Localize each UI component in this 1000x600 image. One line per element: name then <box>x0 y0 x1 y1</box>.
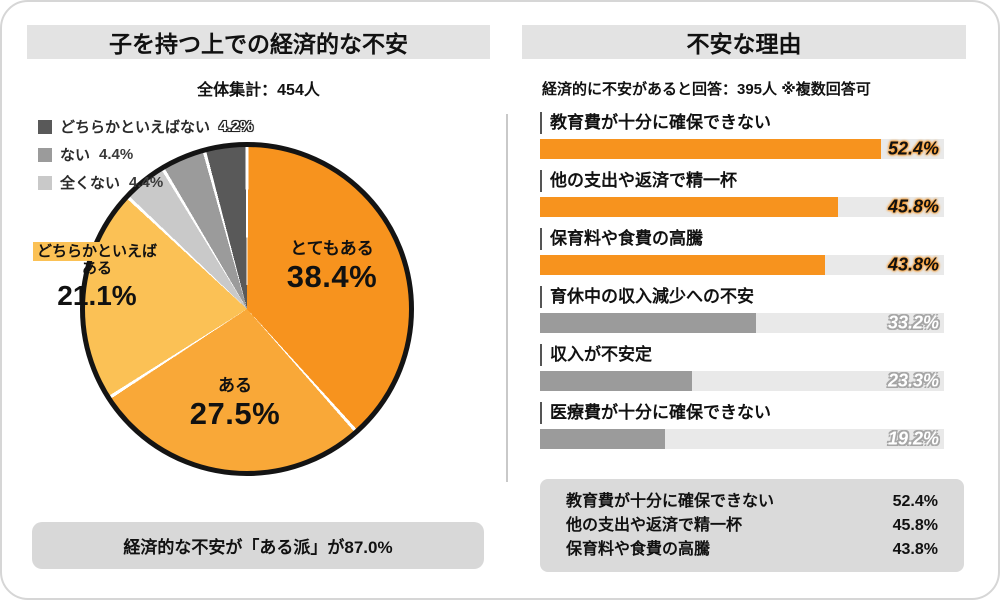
legend-swatch-mid <box>38 147 52 162</box>
pie-slice-name: とてもある <box>290 239 374 258</box>
pie-slice-name: ある <box>218 376 252 395</box>
pie-legend: どちらかといえばない 4.2% ない 4.4% 全くない 4.4% <box>38 116 253 200</box>
pie-label-dochira-aru: どちらかといえば ある 21.1% <box>7 242 187 312</box>
bar-label: 他の支出や返済で精一杯 <box>540 170 944 192</box>
bar-fill <box>540 429 666 449</box>
summary-row: 保育料や食費の高騰 43.8% <box>566 538 938 562</box>
right-title-text: 不安な理由 <box>686 31 802 57</box>
summary-label: 他の支出や返済で精一杯 <box>566 517 743 534</box>
pie-slice-value: 21.1% <box>57 279 137 311</box>
bar-fill <box>540 313 757 333</box>
bar-fill <box>540 197 839 217</box>
legend-value: 4.2% <box>219 118 254 135</box>
legend-label: どちらかといえばない <box>60 119 211 136</box>
bar-row: 育休中の収入減少への不安 33.2% <box>540 286 944 333</box>
bar-value: 33.2% <box>887 312 939 333</box>
legend-swatch-light <box>38 175 52 190</box>
legend-value: 4.4% <box>99 146 134 163</box>
panel-divider <box>506 114 508 482</box>
bar-fill <box>540 139 882 159</box>
pie-slice-name-line1: どちらかといえば <box>32 242 161 261</box>
left-summary-box: 経済的な不安が「ある派」が87.0% <box>32 522 484 569</box>
summary-value: 52.4% <box>892 493 938 510</box>
bar-track: 43.8% <box>540 255 944 275</box>
legend-item: どちらかといえばない 4.2% <box>38 116 253 137</box>
left-summary-text: 経済的な不安が「ある派」が87.0% <box>123 538 393 557</box>
legend-value: 4.4% <box>129 174 164 191</box>
summary-value: 45.8% <box>892 517 938 534</box>
bar-fill <box>540 255 826 275</box>
bar-track: 19.2% <box>540 429 944 449</box>
bar-label: 育休中の収入減少への不安 <box>540 286 944 308</box>
legend-item: 全くない 4.4% <box>38 172 253 193</box>
bar-row: 収入が不安定 23.3% <box>540 344 944 391</box>
summary-label: 教育費が十分に確保できない <box>566 493 775 510</box>
bar-row: 医療費が十分に確保できない 19.2% <box>540 402 944 449</box>
summary-value: 43.8% <box>892 541 938 558</box>
bar-label: 保育料や食費の高騰 <box>540 228 944 250</box>
summary-label: 保育料や食費の高騰 <box>566 541 711 558</box>
bar-row: 他の支出や返済で精一杯 45.8% <box>540 170 944 217</box>
bar-value: 45.8% <box>887 196 939 217</box>
bar-value: 43.8% <box>887 254 939 275</box>
bar-label: 収入が不安定 <box>540 344 944 366</box>
bar-track: 45.8% <box>540 197 944 217</box>
legend-label: ない <box>60 147 91 164</box>
bar-fill <box>540 371 692 391</box>
pie-slice-value: 27.5% <box>189 395 281 431</box>
legend-label: 全くない <box>60 175 121 192</box>
legend-item: ない 4.4% <box>38 144 253 165</box>
summary-row: 教育費が十分に確保できない 52.4% <box>566 490 938 514</box>
bar-track: 52.4% <box>540 139 944 159</box>
bar-track: 23.3% <box>540 371 944 391</box>
bar-row: 保育料や食費の高騰 43.8% <box>540 228 944 275</box>
bar-chart: 教育費が十分に確保できない 52.4% 他の支出や返済で精一杯 45.8% 保育… <box>540 112 944 460</box>
legend-swatch-dark <box>38 119 52 134</box>
bar-label: 教育費が十分に確保できない <box>540 112 944 134</box>
pie-slice-name-line2: ある <box>81 260 112 278</box>
summary-row: 他の支出や返済で精一杯 45.8% <box>566 514 938 538</box>
pie-label-totemo-aru: とてもある 38.4% <box>257 239 407 294</box>
pie-label-aru: ある 27.5% <box>165 376 305 431</box>
bar-value: 19.2% <box>887 428 939 449</box>
left-panel-title: 子を持つ上での経済的な不安 <box>27 25 490 59</box>
bar-value: 23.3% <box>887 370 939 391</box>
bar-label: 医療費が十分に確保できない <box>540 402 944 424</box>
pie-slice-value: 38.4% <box>286 258 378 294</box>
pie-chart <box>80 142 414 476</box>
right-panel-title: 不安な理由 <box>522 25 966 59</box>
left-panel-subtitle: 全体集計：454人 <box>197 82 320 99</box>
right-summary-box: 教育費が十分に確保できない 52.4% 他の支出や返済で精一杯 45.8% 保育… <box>540 479 964 572</box>
right-panel-subtitle: 経済的に不安があると回答：395人 ※複数回答可 <box>542 81 871 98</box>
bar-row: 教育費が十分に確保できない 52.4% <box>540 112 944 159</box>
left-title-text: 子を持つ上での経済的な不安 <box>109 31 408 57</box>
bar-value: 52.4% <box>887 138 939 159</box>
bar-track: 33.2% <box>540 313 944 333</box>
